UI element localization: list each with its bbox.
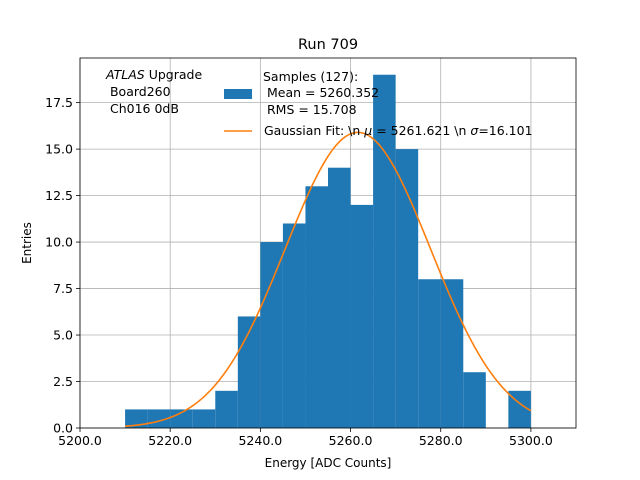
legend-samples-label: Samples (127): [263, 69, 358, 84]
x-tick-label: 5240.0 [238, 433, 282, 448]
histogram-bar [215, 390, 238, 428]
plot-frame [79, 57, 577, 429]
upgrade-text: Upgrade [145, 67, 203, 82]
y-tick-label: 7.5 [53, 281, 73, 296]
x-axis-label: Energy [ADC Counts] [265, 456, 392, 470]
atlas-upgrade-label: ATLAS Upgrade [105, 67, 202, 82]
y-tick-label: 17.5 [45, 95, 73, 110]
y-tick-label: 12.5 [45, 188, 73, 203]
histogram-bars [125, 74, 531, 428]
legend-fit-sigma: =16.101 [478, 123, 532, 138]
x-axis-ticks: 5200.0 5220.0 5240.0 5260.0 5280.0 5300.0 [58, 428, 553, 448]
histogram-bar [418, 279, 441, 428]
x-tick-label: 5220.0 [148, 433, 192, 448]
histogram-bar [192, 409, 216, 428]
atlas-italic: ATLAS [105, 67, 145, 82]
legend: Samples (127): Mean = 5260.352 RMS = 15.… [224, 69, 533, 138]
chart-title: Run 709 [298, 37, 358, 53]
legend-mean-label: Mean = 5260.352 [263, 85, 379, 100]
histogram-bar [147, 409, 171, 428]
histogram-bar [508, 390, 531, 428]
y-tick-label: 0.0 [53, 421, 73, 436]
x-tick-label: 5300.0 [509, 433, 553, 448]
legend-fit-label: Gaussian Fit: \n μ = 5261.621 \n σ=16.10… [264, 123, 533, 138]
legend-histogram-swatch [224, 89, 252, 99]
channel-label: Ch016 0dB [106, 101, 179, 116]
legend-sigma-symbol: σ [470, 123, 479, 138]
histogram-bar [237, 316, 261, 428]
gaussian-fit-curve [125, 131, 532, 428]
histogram-bar [282, 223, 306, 428]
y-tick-label: 10.0 [45, 235, 73, 250]
x-tick-label: 5200.0 [58, 433, 102, 448]
legend-mu-symbol: μ [363, 123, 372, 138]
y-tick-label: 15.0 [45, 142, 73, 157]
legend-fit-prefix: Gaussian Fit: \n [264, 123, 364, 138]
histogram-bar [125, 409, 148, 428]
histogram-bar [328, 167, 351, 428]
histogram-bar [260, 242, 283, 428]
y-axis-ticks: 0.0 2.5 5.0 7.5 10.0 12.5 15.0 17.5 [45, 95, 80, 436]
histogram-bar [350, 204, 374, 428]
histogram-bar [463, 372, 486, 428]
histogram-bar [395, 149, 419, 428]
y-tick-label: 5.0 [53, 328, 73, 343]
legend-rms-label: RMS = 15.708 [263, 102, 357, 117]
legend-fit-mu: = 5261.621 \n [372, 123, 470, 138]
y-tick-label: 2.5 [53, 374, 73, 389]
x-tick-label: 5260.0 [329, 433, 373, 448]
histogram-bar [373, 74, 396, 428]
x-tick-label: 5280.0 [419, 433, 463, 448]
histogram-bar [440, 279, 464, 428]
y-axis-label: Entries [20, 222, 34, 264]
histogram-bar [170, 409, 193, 428]
board-label: Board260 [106, 84, 171, 99]
histogram-bar [305, 186, 328, 428]
